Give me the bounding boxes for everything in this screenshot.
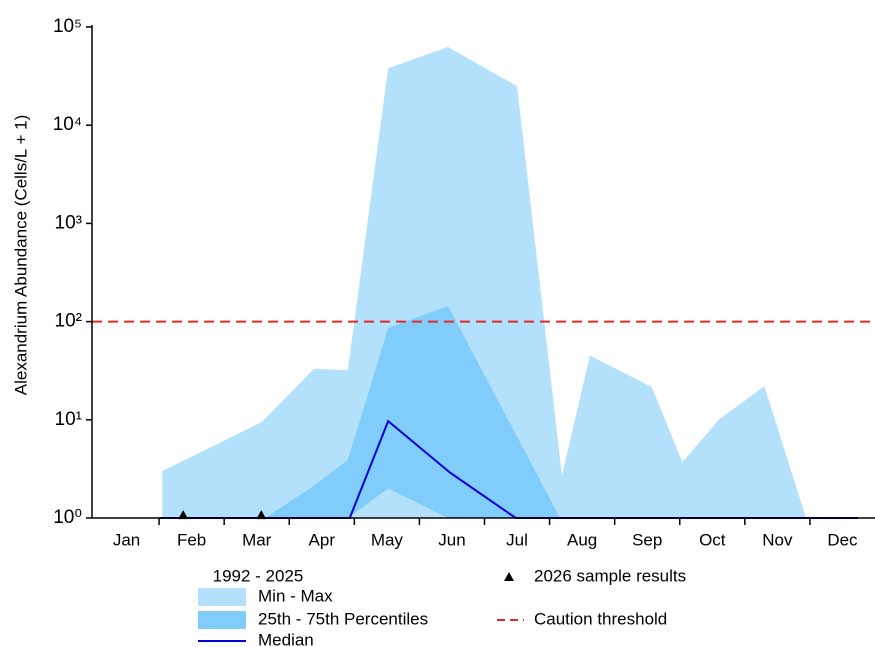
x-tick-label: Jun xyxy=(438,530,465,549)
y-tick-label: 10³ xyxy=(55,212,82,233)
x-tick-label: Oct xyxy=(699,530,726,549)
x-tick-label: May xyxy=(371,530,404,549)
x-tick-label: Dec xyxy=(827,530,858,549)
band-area xyxy=(162,47,859,518)
sample-marker xyxy=(256,510,267,520)
y-tick-label: 10⁰ xyxy=(53,507,82,528)
x-tick-label: Nov xyxy=(762,530,793,549)
y-tick-label: 10⁴ xyxy=(53,114,82,135)
legend-label: Median xyxy=(258,630,314,647)
y-tick-label: 10² xyxy=(55,311,82,332)
y-tick-label: 10¹ xyxy=(55,409,82,430)
legend-title: 1992 - 2025 xyxy=(213,566,304,585)
sample-marker xyxy=(178,510,189,520)
legend-swatch xyxy=(198,588,246,606)
legend-label: 25th - 75th Percentiles xyxy=(258,609,428,628)
x-tick-label: Jan xyxy=(113,530,140,549)
band-area xyxy=(265,306,560,518)
legend-label: Caution threshold xyxy=(534,609,667,628)
legend-label: 2026 sample results xyxy=(534,566,686,585)
x-tick-label: Apr xyxy=(309,530,336,549)
legend-label: Min - Max xyxy=(258,586,333,605)
legend-swatch xyxy=(504,572,514,581)
x-tick-label: Aug xyxy=(567,530,597,549)
x-tick-label: Mar xyxy=(242,530,272,549)
x-tick-label: Jul xyxy=(506,530,528,549)
x-tick-label: Feb xyxy=(177,530,206,549)
x-tick-label: Sep xyxy=(632,530,662,549)
legend-swatch xyxy=(198,611,246,629)
y-axis-label: Alexandrium Abundance (Cells/L + 1) xyxy=(11,115,30,396)
y-tick-label: 10⁵ xyxy=(53,16,82,37)
